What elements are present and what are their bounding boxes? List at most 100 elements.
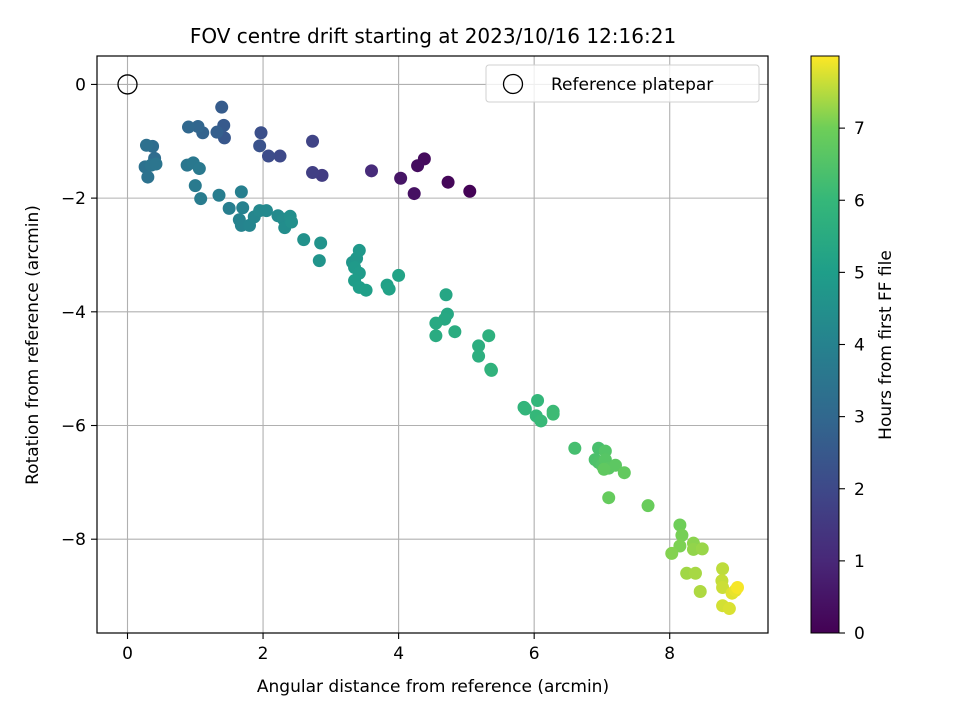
colorbar-gradient xyxy=(810,55,840,634)
data-point xyxy=(234,185,248,199)
data-point xyxy=(261,149,275,163)
data-point xyxy=(365,164,378,178)
data-point xyxy=(534,414,548,428)
colorbar-tick-label: 6 xyxy=(854,191,865,211)
data-point xyxy=(716,562,730,576)
data-point xyxy=(212,188,226,202)
data-point xyxy=(149,157,163,171)
data-point xyxy=(182,120,195,134)
data-point xyxy=(429,316,443,330)
data-point xyxy=(306,134,320,148)
colorbar-label: Hours from first FF file xyxy=(876,250,896,440)
data-point xyxy=(665,546,679,560)
y-tick-label: 0 xyxy=(75,75,86,95)
y-axis-ticks: 0 −2 −4 −6 −8 xyxy=(61,75,97,550)
data-point xyxy=(191,119,205,133)
y-tick-label: −4 xyxy=(61,303,86,323)
data-point xyxy=(359,283,373,297)
data-point xyxy=(194,192,208,206)
data-point xyxy=(597,462,611,476)
data-point xyxy=(297,233,311,247)
data-point xyxy=(693,585,707,599)
data-point xyxy=(210,125,224,139)
data-point xyxy=(429,329,443,343)
data-point xyxy=(673,518,687,532)
data-point xyxy=(314,236,328,250)
data-point xyxy=(484,363,498,377)
x-tick-label: 0 xyxy=(122,644,133,664)
colorbar: 0 1 2 3 4 5 6 7 Hours from first FF file xyxy=(810,55,896,644)
colorbar-tick-label: 3 xyxy=(854,408,865,428)
data-point xyxy=(382,282,396,296)
data-point xyxy=(273,149,287,163)
colorbar-tick-label: 5 xyxy=(854,263,865,283)
data-point xyxy=(188,179,202,193)
data-point xyxy=(312,254,326,268)
data-point xyxy=(259,204,273,218)
y-tick-label: −2 xyxy=(61,189,86,209)
data-point xyxy=(482,329,496,343)
colorbar-tick-label: 1 xyxy=(854,552,865,572)
y-tick-label: −6 xyxy=(61,417,86,437)
chart-title: FOV centre drift starting at 2023/10/16 … xyxy=(190,24,676,48)
data-point xyxy=(731,581,744,595)
data-point xyxy=(441,175,455,189)
data-point xyxy=(695,542,709,556)
x-tick-label: 8 xyxy=(664,644,675,664)
x-tick-label: 2 xyxy=(258,644,269,664)
data-point xyxy=(546,407,560,421)
data-point xyxy=(463,184,477,198)
y-tick-label: −8 xyxy=(61,530,86,550)
data-point xyxy=(392,268,406,282)
data-point xyxy=(448,325,462,339)
data-point xyxy=(641,499,655,513)
data-point xyxy=(602,491,616,505)
data-point xyxy=(722,602,736,616)
x-axis-label: Angular distance from reference (arcmin) xyxy=(257,677,609,697)
data-point xyxy=(472,339,486,353)
colorbar-tick-label: 2 xyxy=(854,480,865,500)
data-point xyxy=(222,201,236,215)
legend-box xyxy=(485,64,760,103)
data-point xyxy=(215,100,229,114)
data-point xyxy=(407,187,421,201)
data-point xyxy=(609,458,622,472)
data-point xyxy=(352,243,366,257)
data-point xyxy=(439,288,453,302)
legend-marker-icon xyxy=(502,73,524,95)
data-point xyxy=(141,170,155,184)
x-tick-label: 6 xyxy=(529,644,540,664)
plot-frame xyxy=(96,55,769,634)
data-point xyxy=(675,528,689,542)
grid-lines xyxy=(97,56,768,633)
data-point xyxy=(254,126,268,140)
data-point xyxy=(568,441,582,455)
x-tick-label: 4 xyxy=(393,644,404,664)
data-point xyxy=(472,349,486,363)
data-point xyxy=(688,566,702,580)
colorbar-tick-label: 4 xyxy=(854,336,865,356)
legend: Reference platepar xyxy=(485,64,760,103)
data-point xyxy=(285,215,299,229)
data-point xyxy=(139,138,153,152)
colorbar-tick-label: 0 xyxy=(854,624,865,644)
data-point xyxy=(236,201,250,215)
data-point xyxy=(192,162,206,176)
data-point xyxy=(253,139,267,153)
data-point xyxy=(617,466,631,480)
reference-platepar-marker xyxy=(117,74,138,95)
data-point xyxy=(394,171,408,185)
colorbar-ticks: 0 1 2 3 4 5 6 7 xyxy=(839,119,865,644)
data-point xyxy=(716,581,730,595)
colorbar-tick-label: 7 xyxy=(854,119,865,139)
data-points xyxy=(138,100,744,616)
data-point xyxy=(411,159,425,173)
legend-label: Reference platepar xyxy=(551,75,713,95)
y-axis-label: Rotation from reference (arcmin) xyxy=(23,205,43,485)
x-axis-ticks: 0 2 4 6 8 xyxy=(122,633,675,664)
data-point xyxy=(531,393,545,407)
data-point xyxy=(306,166,320,180)
data-point xyxy=(518,402,532,416)
